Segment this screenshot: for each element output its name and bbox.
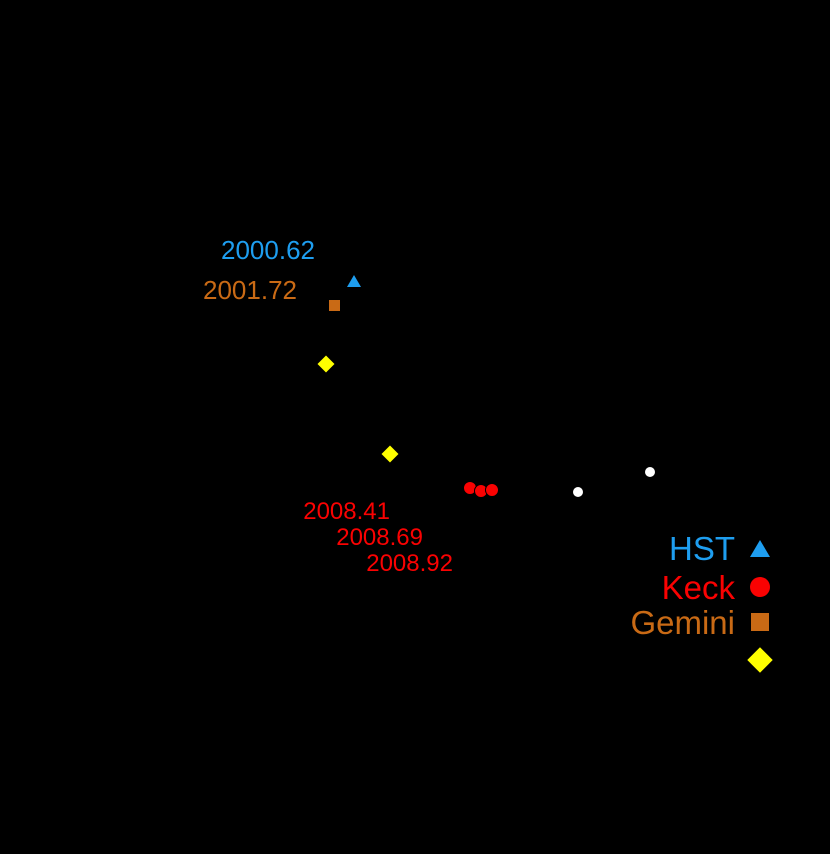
epoch-label-2008-69: 2008.69: [336, 524, 423, 551]
white-dot-point-1: [573, 487, 583, 497]
epoch-label-2008-41: 2008.41: [303, 498, 390, 525]
gemini-point-2001-72: [328, 299, 340, 311]
epoch-label-2008-92: 2008.92: [366, 550, 453, 577]
epoch-label-2000-62: 2000.62: [221, 235, 315, 265]
keck-point-2008-92: [485, 483, 499, 497]
hst-point-2000-62: [347, 275, 361, 287]
epoch-label-2001-72: 2001.72: [203, 275, 297, 305]
white-dot-point-2: [645, 467, 655, 477]
